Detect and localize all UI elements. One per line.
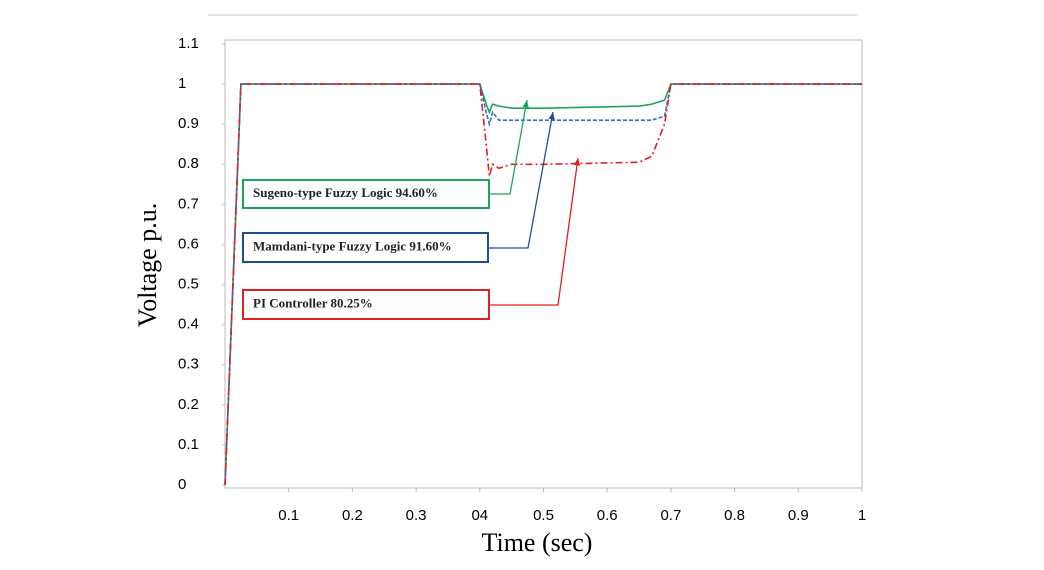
y-tick-label: 0.4 bbox=[178, 316, 199, 333]
x-tick-label: 0.2 bbox=[342, 507, 363, 524]
y-tick-label: 1.1 bbox=[178, 35, 199, 52]
annotation-arrow bbox=[489, 157, 579, 306]
y-axis-label: Voltage p.u. bbox=[133, 203, 162, 327]
x-tick-label: 0.7 bbox=[660, 507, 681, 524]
x-axis-label: Time (sec) bbox=[482, 528, 593, 557]
y-tick-label: 0.5 bbox=[178, 276, 199, 293]
annotation-text: PI Controller 80.25% bbox=[253, 295, 373, 310]
arrow-head bbox=[573, 158, 581, 166]
annotation-box bbox=[242, 289, 490, 320]
y-tick-label: 0.9 bbox=[178, 115, 199, 132]
annotation-arrow bbox=[488, 111, 554, 249]
x-tick-label: 0.9 bbox=[788, 507, 809, 524]
plot-area bbox=[224, 39, 863, 489]
x-tick-label: 0.3 bbox=[406, 507, 427, 524]
annotation-box bbox=[242, 179, 490, 209]
x-tick-label: 0.1 bbox=[278, 507, 299, 524]
annotation-text: Mamdani-type Fuzzy Logic 91.60% bbox=[253, 238, 452, 253]
arrow-head bbox=[522, 100, 529, 108]
annotation-text: Sugeno-type Fuzzy Logic 94.60% bbox=[253, 185, 438, 200]
y-tick-label: 1 bbox=[178, 75, 186, 92]
annotation-arrow bbox=[489, 99, 528, 195]
y-tick-label: 0.8 bbox=[178, 155, 199, 172]
y-tick-label: 0.3 bbox=[178, 356, 199, 373]
y-tick-label: 0.1 bbox=[178, 436, 199, 453]
series-line bbox=[224, 83, 862, 486]
arrow-head bbox=[548, 112, 555, 120]
annotation-box bbox=[242, 232, 489, 263]
x-tick-label: 1 bbox=[858, 507, 866, 524]
y-tick-label: 0.7 bbox=[178, 195, 199, 212]
x-tick-label: 04 bbox=[471, 507, 488, 524]
y-tick-label: 0.6 bbox=[178, 235, 199, 252]
x-tick-label: 0.8 bbox=[724, 507, 745, 524]
x-tick-label: 0.6 bbox=[597, 507, 618, 524]
series-line bbox=[224, 83, 862, 486]
x-tick-label: 0.5 bbox=[533, 507, 554, 524]
series-line bbox=[224, 83, 862, 486]
y-tick-label: 0.2 bbox=[178, 396, 199, 413]
y-tick-label: 0 bbox=[178, 476, 186, 493]
